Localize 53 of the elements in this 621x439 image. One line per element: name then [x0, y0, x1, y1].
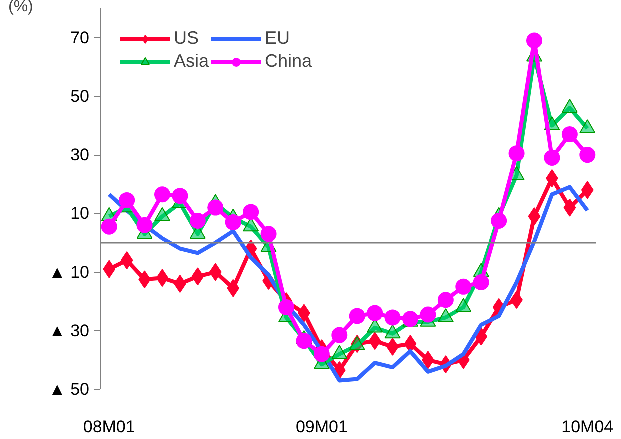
point — [368, 332, 382, 350]
point — [208, 200, 224, 216]
point — [508, 146, 525, 162]
y-axis-title: (%) — [8, 0, 34, 16]
y-tick-label: 10 — [70, 204, 90, 224]
point — [420, 306, 436, 323]
point — [544, 150, 560, 166]
point — [260, 226, 277, 242]
legend-label: EU — [265, 28, 290, 49]
point — [528, 208, 541, 226]
point — [225, 214, 242, 230]
point — [456, 278, 472, 295]
point — [243, 204, 260, 220]
point — [473, 274, 490, 291]
point — [120, 252, 134, 270]
x-tick-label: 09M01 — [296, 418, 348, 436]
point — [475, 328, 488, 346]
point — [103, 260, 116, 278]
point — [526, 32, 542, 49]
point — [438, 292, 454, 308]
point — [349, 308, 366, 324]
point — [384, 310, 401, 326]
point — [491, 212, 508, 229]
point — [564, 198, 576, 217]
point — [580, 147, 596, 164]
legend-label: Asia — [174, 51, 210, 72]
point — [227, 279, 240, 298]
point — [119, 192, 136, 208]
point — [190, 212, 206, 229]
x-tick-label: 10M04 — [562, 418, 614, 436]
y-tick-label: 70 — [70, 28, 90, 48]
point — [581, 181, 594, 200]
legend-label: China — [265, 51, 312, 72]
point — [314, 346, 330, 362]
point — [209, 263, 222, 282]
point — [332, 327, 348, 344]
point — [562, 126, 578, 143]
y-tick-label: 50 — [70, 86, 90, 106]
point — [101, 218, 118, 235]
point — [296, 333, 312, 350]
y-tick-label: 30 — [70, 146, 90, 165]
point — [367, 305, 384, 322]
point — [156, 269, 169, 288]
y-tick-label: ▲ 10 — [49, 262, 90, 282]
legend-label: US — [174, 28, 200, 49]
x-tick-label: 08M01 — [83, 418, 136, 436]
point — [278, 299, 294, 316]
y-tick-label: ▲ 30 — [49, 321, 90, 340]
point — [136, 217, 153, 234]
point — [154, 186, 170, 203]
point — [172, 188, 188, 204]
point — [192, 268, 204, 286]
y-tick-label: ▲ 50 — [49, 380, 90, 399]
